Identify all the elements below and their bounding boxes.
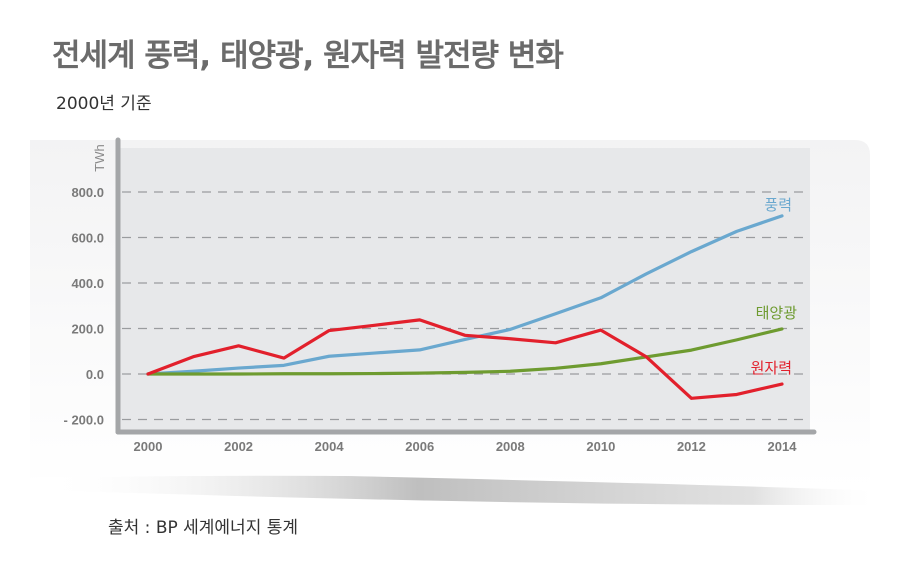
series-label-wind: 풍력 (764, 196, 792, 214)
x-tick-label: 2014 (768, 439, 798, 454)
series-label-solar: 태양광 (756, 304, 798, 322)
series-line-solar (146, 327, 784, 376)
series-lines (146, 214, 784, 400)
x-tick-label: 2010 (586, 439, 615, 454)
x-tick-label: 2000 (134, 439, 163, 454)
y-tick-label: 400.0 (71, 276, 104, 291)
gridlines (122, 191, 810, 421)
y-tick-labels: 800.0 600.0 400.0 200.0 0.0 - 200.0 (64, 185, 104, 428)
y-tick-label: 800.0 (71, 185, 104, 200)
x-tick-label: 2006 (405, 439, 434, 454)
y-tick-label: 0.0 (86, 367, 104, 382)
y-axis-label: TWh (92, 144, 107, 171)
card-shadow (40, 470, 880, 506)
x-tick-label: 2008 (496, 439, 525, 454)
y-tick-label: - 200.0 (64, 413, 104, 428)
x-tick-label: 2004 (315, 439, 345, 454)
page-title: 전세계 풍력, 태양광, 원자력 발전량 변화 (52, 38, 564, 74)
x-tick-label: 2002 (224, 439, 253, 454)
series-line-wind (146, 214, 784, 376)
x-tick-label: 2012 (677, 439, 706, 454)
chart-subtitle: 2000년 기준 (56, 94, 152, 114)
series-line-nuclear (146, 318, 784, 400)
plot-area (118, 148, 810, 431)
x-tick-labels: 2000 2002 2004 2006 2008 2010 2012 2014 (134, 439, 798, 454)
source-note: 출처 : BP 세계에너지 통계 (108, 518, 299, 538)
y-tick-label: 200.0 (71, 322, 104, 337)
series-label-nuclear: 원자력 (751, 359, 792, 377)
y-tick-label: 600.0 (71, 231, 104, 246)
